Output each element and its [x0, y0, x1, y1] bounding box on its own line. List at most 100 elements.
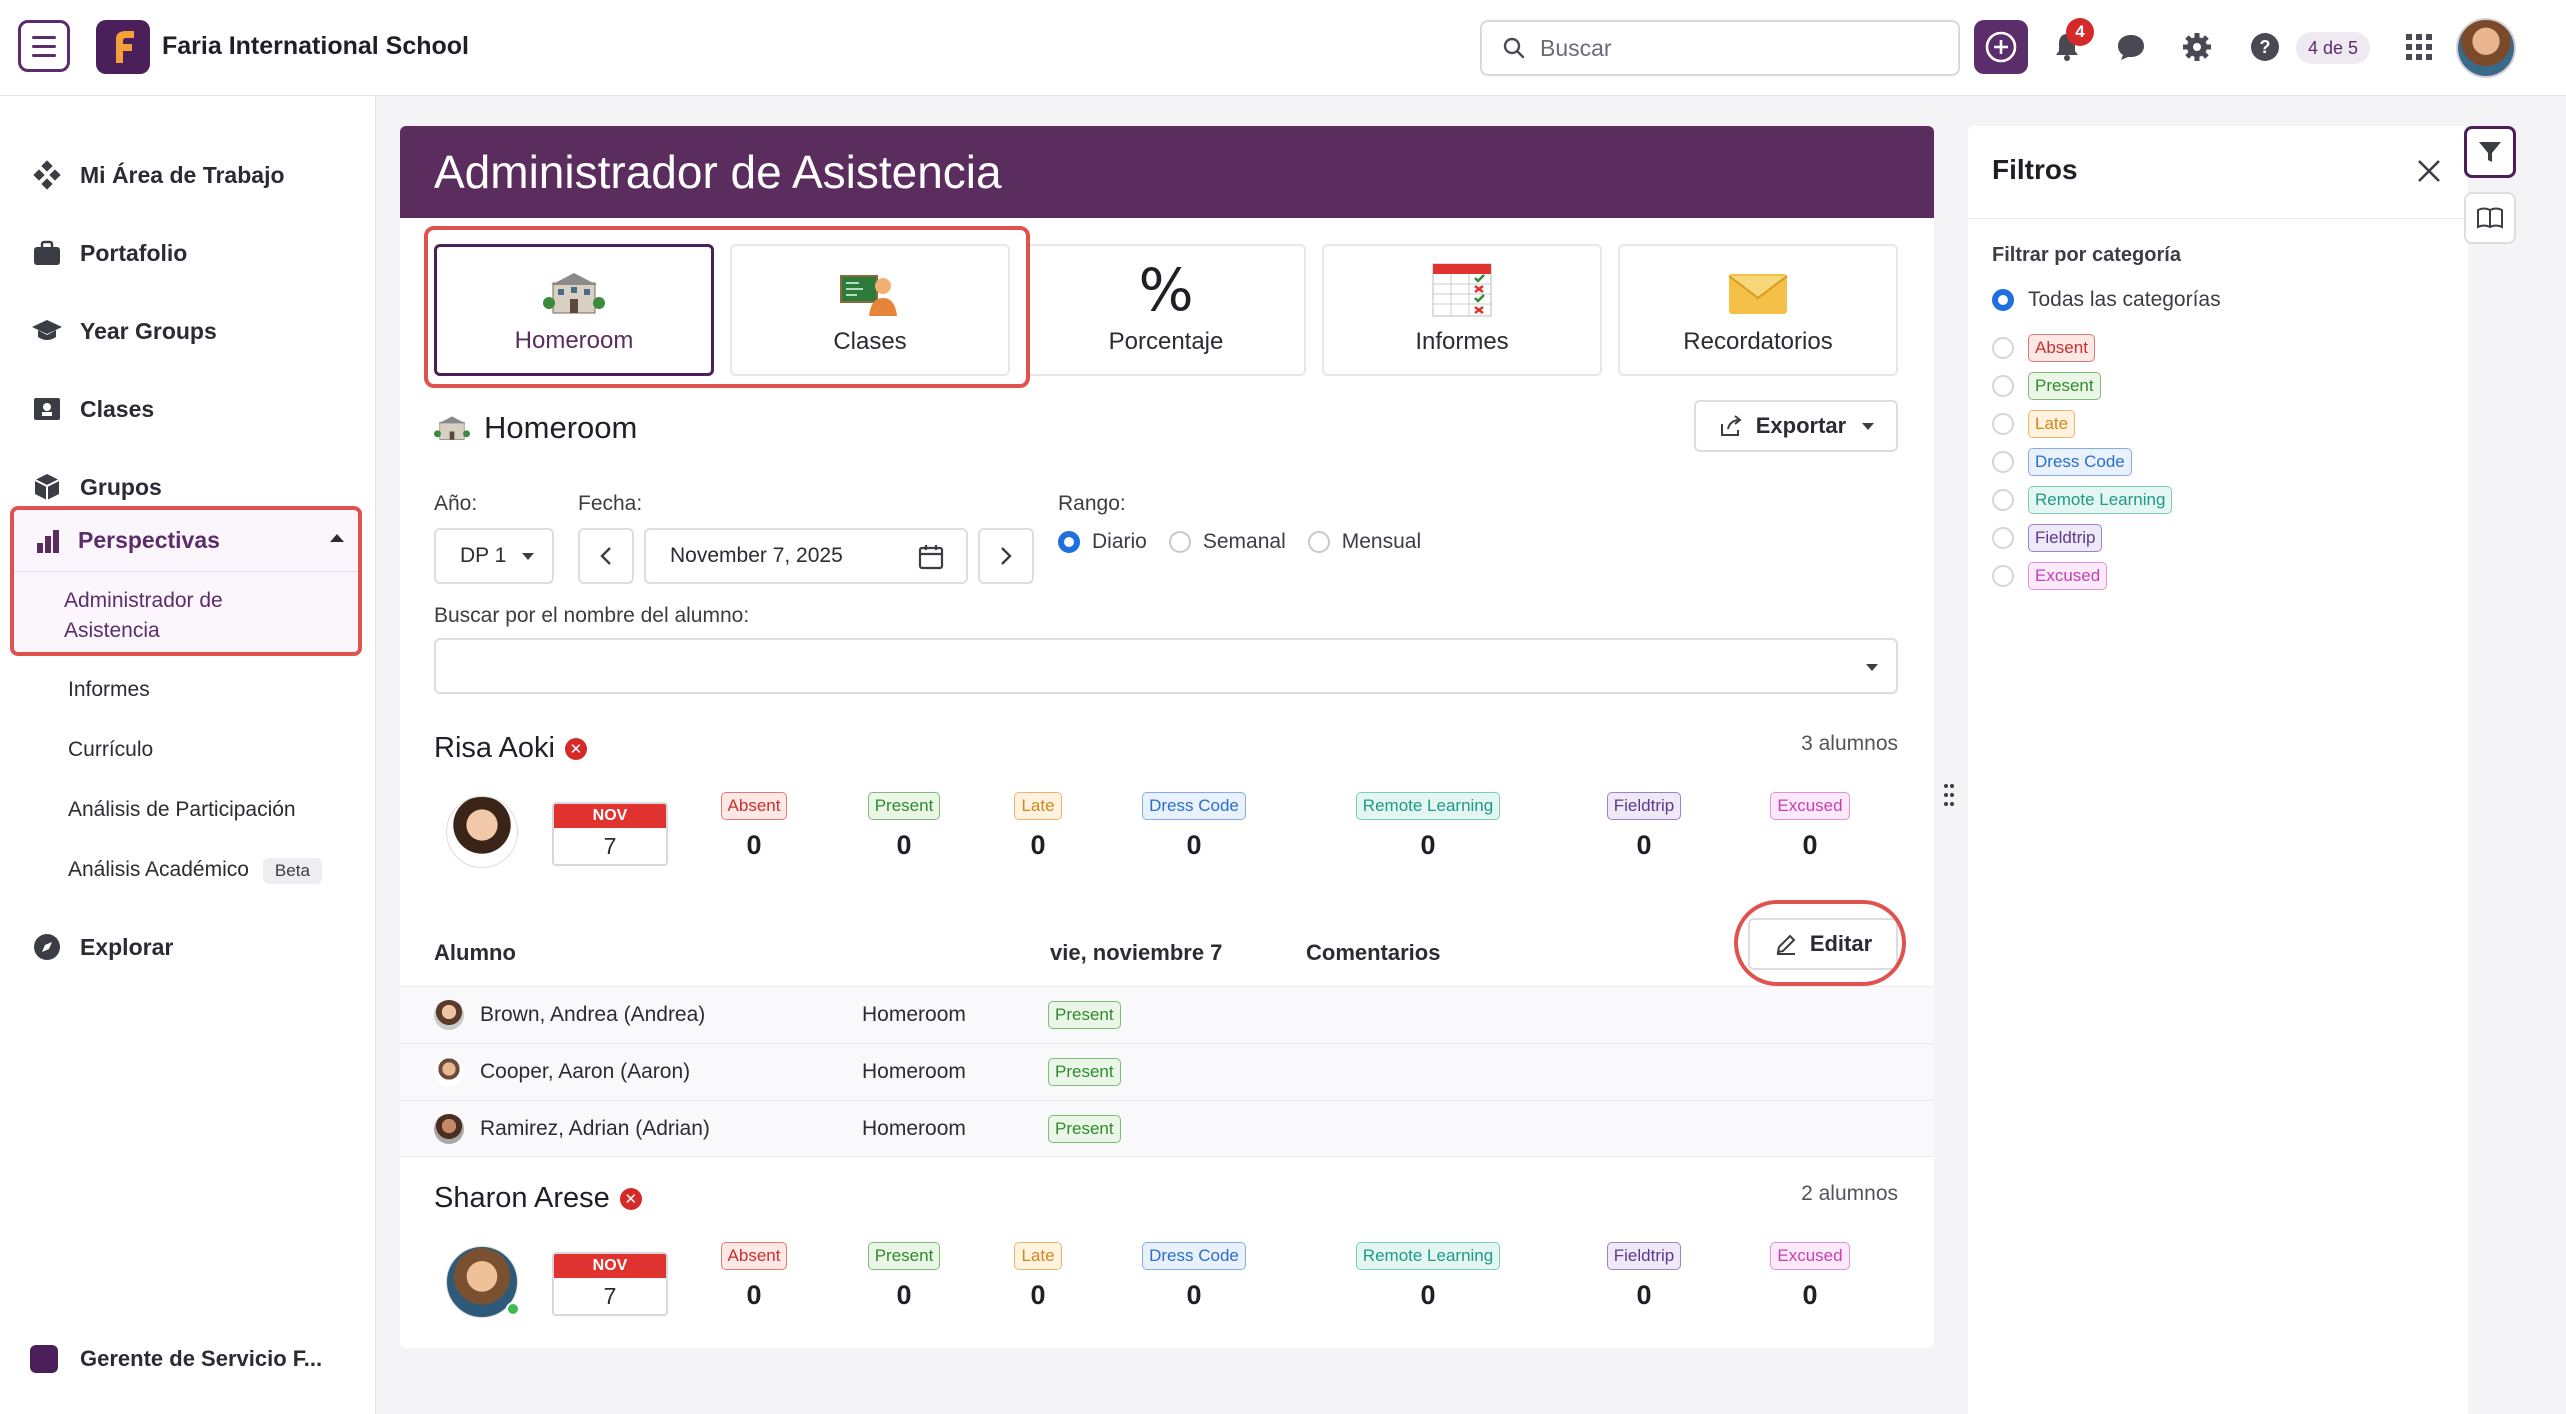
- sidebar-item-workspace[interactable]: Mi Área de Trabajo: [30, 150, 285, 200]
- table-row[interactable]: Cooper, Aaron (Aaron) Homeroom Present: [400, 1043, 1934, 1100]
- filter-option-all[interactable]: Todas las categorías: [1992, 288, 2221, 312]
- resize-handle-icon[interactable]: [1942, 782, 1956, 808]
- sidebar-item-label: Clases: [80, 395, 155, 422]
- user-avatar[interactable]: [2456, 18, 2516, 78]
- tab-recordatorios[interactable]: Recordatorios: [1618, 244, 1898, 376]
- sidebar-item-portafolio[interactable]: Portafolio: [30, 228, 187, 278]
- range-radio-group: Diario Semanal Mensual: [1058, 530, 1443, 554]
- menu-toggle-button[interactable]: [18, 20, 70, 72]
- range-option-semanal[interactable]: Semanal: [1168, 530, 1286, 554]
- school-name[interactable]: Faria International School: [162, 32, 469, 60]
- date-picker-input[interactable]: November 7, 2025: [644, 528, 968, 584]
- filter-toggle-button[interactable]: [2464, 126, 2516, 178]
- range-option-mensual[interactable]: Mensual: [1307, 530, 1421, 554]
- beta-badge: Beta: [262, 858, 322, 884]
- next-date-button[interactable]: [978, 528, 1034, 584]
- sidebar-subitem-analisis-participacion[interactable]: Análisis de Participación: [68, 798, 296, 821]
- student-search-select[interactable]: [434, 638, 1898, 694]
- close-icon[interactable]: [2414, 156, 2444, 186]
- tab-porcentaje[interactable]: % Porcentaje: [1026, 244, 1306, 376]
- filter-option-present[interactable]: Present: [1992, 372, 2101, 400]
- sidebar-subitem-informes[interactable]: Informes: [68, 678, 150, 701]
- export-label: Exportar: [1755, 413, 1847, 438]
- search-input[interactable]: Buscar: [1480, 20, 1960, 76]
- help-button[interactable]: ?: [2246, 28, 2284, 66]
- section-title: Homeroom: [434, 410, 637, 446]
- category-count: 0: [896, 830, 912, 860]
- filter-option-remote-learning[interactable]: Remote Learning: [1992, 486, 2173, 514]
- student-avatar: [434, 1057, 464, 1087]
- service-manager-link[interactable]: Gerente de Servicio F...: [30, 1345, 322, 1373]
- student-name: Ramirez, Adrian (Adrian): [480, 1116, 710, 1140]
- stat-present: Present 0: [844, 1242, 964, 1311]
- export-button[interactable]: Exportar: [1694, 400, 1898, 452]
- category-badge: Excused: [2028, 562, 2108, 590]
- school-building-icon: [543, 273, 605, 314]
- sidebar-subitem-curriculo[interactable]: Currículo: [68, 738, 154, 761]
- apps-grid-icon: [2406, 34, 2432, 60]
- notification-count-badge: 4: [2066, 18, 2094, 46]
- year-label: Año:: [434, 492, 478, 515]
- tab-clases[interactable]: Clases: [730, 244, 1010, 376]
- sidebar-item-clases[interactable]: Clases: [30, 384, 154, 434]
- date-value: November 7, 2025: [670, 544, 843, 567]
- sidebar-item-grupos[interactable]: Grupos: [30, 462, 162, 512]
- pencil-icon: [1776, 934, 1796, 955]
- filter-option-late[interactable]: Late: [1992, 410, 2076, 438]
- tab-homeroom[interactable]: Homeroom: [434, 244, 714, 376]
- school-building-icon: [434, 416, 470, 440]
- category-badge: Excused: [1770, 792, 1850, 820]
- stat-remote-learning: Remote Learning 0: [1355, 792, 1501, 861]
- sidebar-subitem-administrador-asistencia[interactable]: Administrador de Asistencia: [64, 589, 223, 642]
- add-button[interactable]: [1974, 20, 2028, 74]
- filter-option-label: Todas las categorías: [2028, 288, 2221, 311]
- range-option-diario[interactable]: Diario: [1058, 530, 1147, 554]
- filter-option-dress-code[interactable]: Dress Code: [1992, 448, 2132, 476]
- attendance-status-badge[interactable]: Present: [1048, 1058, 1121, 1086]
- pager-pill[interactable]: 4 de 5: [2296, 32, 2371, 64]
- book-panel-button[interactable]: [2464, 192, 2516, 244]
- sidebar-item-perspectivas[interactable]: Perspectivas: [14, 510, 358, 572]
- filter-option-absent[interactable]: Absent: [1992, 334, 2095, 362]
- year-select[interactable]: DP 1: [434, 528, 554, 584]
- search-placeholder: Buscar: [1540, 34, 1612, 61]
- remove-icon[interactable]: ✕: [619, 1187, 642, 1210]
- radio-label: Diario: [1092, 530, 1147, 553]
- category-badge: Remote Learning: [1355, 792, 1501, 820]
- service-logo-icon: [30, 1345, 58, 1373]
- calendar-month: NOV: [554, 804, 666, 828]
- table-row[interactable]: Brown, Andrea (Andrea) Homeroom Present: [400, 986, 1934, 1043]
- apps-button[interactable]: [2400, 28, 2438, 66]
- stat-excused: Excused 0: [1750, 1242, 1870, 1311]
- sidebar-item-year-groups[interactable]: Year Groups: [30, 306, 217, 356]
- sidebar-subitem-analisis-academico[interactable]: Análisis Académico Beta: [68, 858, 322, 884]
- column-header-student: Alumno: [434, 940, 516, 965]
- radio-icon: [1992, 527, 2014, 549]
- student-class: Homeroom: [862, 1060, 966, 1083]
- category-count: 0: [746, 830, 762, 860]
- radio-icon: [1168, 531, 1191, 553]
- edit-label: Editar: [1809, 931, 1873, 956]
- school-logo[interactable]: [96, 20, 150, 74]
- attendance-status-badge[interactable]: Present: [1048, 1001, 1121, 1029]
- stat-fieldtrip: Fieldtrip 0: [1584, 792, 1704, 861]
- tab-informes[interactable]: Informes: [1322, 244, 1602, 376]
- category-badge: Absent: [720, 792, 788, 820]
- sidebar-item-label: Portafolio: [80, 239, 188, 266]
- table-row[interactable]: Ramirez, Adrian (Adrian) Homeroom Presen…: [400, 1100, 1934, 1157]
- attendance-status-badge[interactable]: Present: [1048, 1114, 1121, 1143]
- filter-option-fieldtrip[interactable]: Fieldtrip: [1992, 524, 2103, 552]
- messages-button[interactable]: [2112, 28, 2150, 66]
- settings-button[interactable]: [2178, 28, 2216, 66]
- briefcase-icon: [30, 236, 64, 270]
- workspace-icon: [30, 158, 64, 192]
- remove-icon[interactable]: ✕: [564, 737, 587, 760]
- chevron-up-icon: [330, 534, 344, 542]
- chevron-left-icon: [600, 547, 611, 565]
- sidebar-item-explorar[interactable]: Explorar: [30, 922, 173, 972]
- student-search-label: Buscar por el nombre del alumno:: [434, 604, 750, 627]
- previous-date-button[interactable]: [578, 528, 634, 584]
- filter-option-excused[interactable]: Excused: [1992, 562, 2108, 590]
- student-count: 2 alumnos: [1801, 1182, 1898, 1205]
- category-count: 0: [746, 1280, 762, 1310]
